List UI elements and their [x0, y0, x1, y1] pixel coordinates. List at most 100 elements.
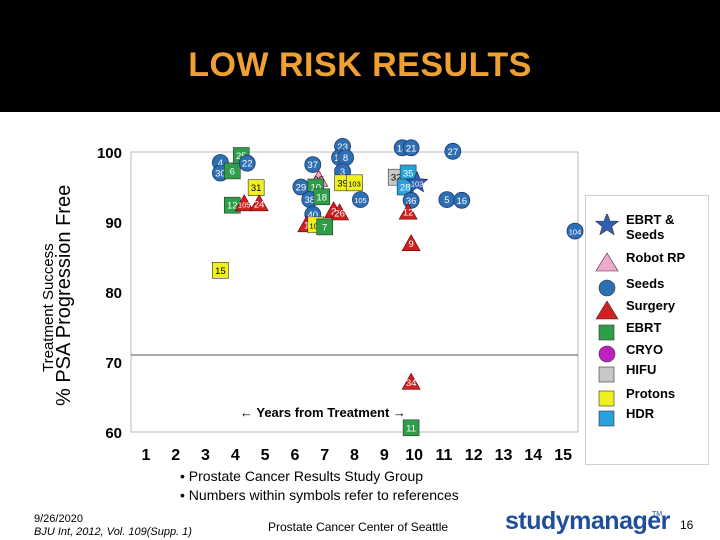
data-point-label: 24: [254, 199, 265, 210]
data-point-label: 2: [331, 206, 336, 217]
legend-item-protons: Protons: [586, 386, 708, 410]
chart-legend: EBRT & Seeds Robot RP Seeds Surgery EBRT CRYO…: [585, 195, 709, 465]
data-point: [444, 142, 462, 160]
data-point: [234, 194, 254, 212]
data-point-label: 29: [296, 183, 307, 194]
data-point-label: 26: [334, 208, 345, 219]
legend-label: Protons: [626, 386, 676, 401]
legend-symbol-triangle-icon: [595, 252, 619, 272]
data-point-label: 40: [307, 210, 318, 221]
x-tick-label: 13: [495, 447, 513, 464]
data-point-label: 4: [218, 158, 223, 169]
data-point: [346, 174, 363, 192]
data-point-label: 9: [408, 239, 413, 250]
y-tick-label: 90: [105, 215, 122, 232]
data-point: [402, 139, 420, 157]
legend-symbol-square-icon: [598, 410, 615, 427]
data-point: [224, 162, 241, 180]
data-point-label: 27: [448, 147, 459, 158]
data-point: [405, 171, 429, 193]
y-tick-label: 100: [97, 145, 122, 162]
legend-symbol-triangle-icon: [595, 300, 619, 320]
x-tick-label: 4: [231, 447, 240, 464]
x-tick-label: 11: [435, 447, 452, 464]
data-point-label: 5: [444, 195, 449, 206]
data-point-label: 39: [337, 178, 348, 189]
data-point-label: 103: [348, 179, 361, 188]
data-point-label: 14: [397, 143, 408, 154]
data-point-label: 37: [307, 160, 318, 171]
y-tick-label: 60: [105, 425, 122, 442]
data-point-label: 31: [251, 183, 262, 194]
data-point-label: 32: [391, 173, 402, 184]
x-tick-label: 5: [261, 447, 270, 464]
data-point: [402, 419, 420, 437]
data-point-label: 25: [236, 151, 247, 162]
x-tick-label: 3: [201, 447, 210, 464]
data-point: [401, 372, 421, 390]
data-point: [330, 203, 350, 221]
legend-label: HIFU: [626, 362, 657, 377]
x-tick-label: 8: [350, 447, 359, 464]
data-point: [566, 222, 584, 240]
data-point-label: 1: [304, 220, 309, 231]
x-axis-label: ← Years from Treatment →: [240, 405, 406, 420]
legend-label: Surgery: [626, 298, 676, 313]
data-point: [352, 191, 369, 209]
legend-label: Seeds: [626, 276, 665, 291]
data-point-label: 11: [406, 423, 416, 434]
legend-symbol-star-icon: [594, 214, 620, 236]
legend-symbol-square-icon: [598, 366, 615, 383]
data-point: [249, 194, 269, 212]
legend-item-robot-rp: Robot RP: [586, 250, 708, 274]
data-point: [398, 202, 418, 220]
legend-symbol-circle-icon: [598, 279, 616, 297]
x-tick-label: 14: [524, 447, 542, 464]
data-point-label: 22: [242, 159, 253, 170]
y-tick-label: 70: [105, 355, 122, 372]
data-point-label: 35: [403, 169, 414, 180]
y-tick-label: 80: [105, 285, 122, 302]
data-point-label: 3: [340, 167, 345, 178]
footer-reference: BJU Int, 2012, Vol. 109(Supp. 1): [34, 526, 192, 538]
data-point-label: 105: [354, 196, 367, 205]
data-point-label: 36: [406, 196, 417, 207]
legend-label: Robot RP: [626, 250, 686, 265]
legend-symbol-square-icon: [598, 324, 615, 341]
data-point-label: 10: [310, 183, 321, 194]
x-tick-label: 9: [380, 447, 389, 464]
x-tick-label: 6: [290, 447, 299, 464]
legend-symbol-square-icon: [598, 390, 615, 407]
studymanager-logo: studymanager: [505, 507, 670, 535]
data-point: [401, 234, 421, 251]
legend-label: CRYO: [626, 342, 664, 357]
legend-item-hifu: HIFU: [586, 362, 708, 386]
data-point: [247, 179, 265, 196]
data-point: [316, 218, 334, 236]
footer-date: 9/26/2020: [34, 513, 83, 525]
legend-item-seeds: Seeds: [586, 276, 708, 300]
data-point-label: 104: [569, 228, 582, 237]
data-point-label: 21: [406, 143, 417, 154]
legend-label: EBRT: [626, 320, 662, 335]
legend-label: EBRT & Seeds: [626, 212, 675, 242]
data-point-label: 15: [215, 266, 226, 277]
data-point: [313, 188, 331, 206]
legend-item-hdr: HDR: [586, 406, 708, 430]
legend-item-cryo: CRYO: [586, 342, 708, 366]
data-point-label: 12: [227, 201, 238, 212]
data-point-label: 23: [337, 142, 348, 153]
slide-title: LOW RISK RESULTS: [188, 46, 532, 84]
title-bar: LOW RISK RESULTS: [8, 8, 712, 108]
data-point-label: 30: [215, 169, 226, 180]
data-point-label: 34: [406, 378, 417, 389]
data-point-label: 12: [403, 208, 414, 219]
data-point-label: 8: [343, 153, 348, 164]
x-tick-label: 12: [465, 447, 483, 464]
data-point-label: 7: [322, 222, 327, 233]
slide-header: LOW RISK RESULTS: [0, 0, 720, 112]
page-number: 16: [680, 518, 694, 532]
x-tick-label: 7: [320, 447, 329, 464]
x-tick-label: 1: [141, 447, 150, 464]
